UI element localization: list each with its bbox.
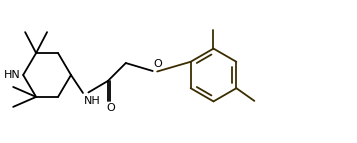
Text: HN: HN <box>4 70 20 80</box>
Text: O: O <box>106 103 115 113</box>
Text: O: O <box>154 58 162 68</box>
Text: NH: NH <box>84 96 101 106</box>
